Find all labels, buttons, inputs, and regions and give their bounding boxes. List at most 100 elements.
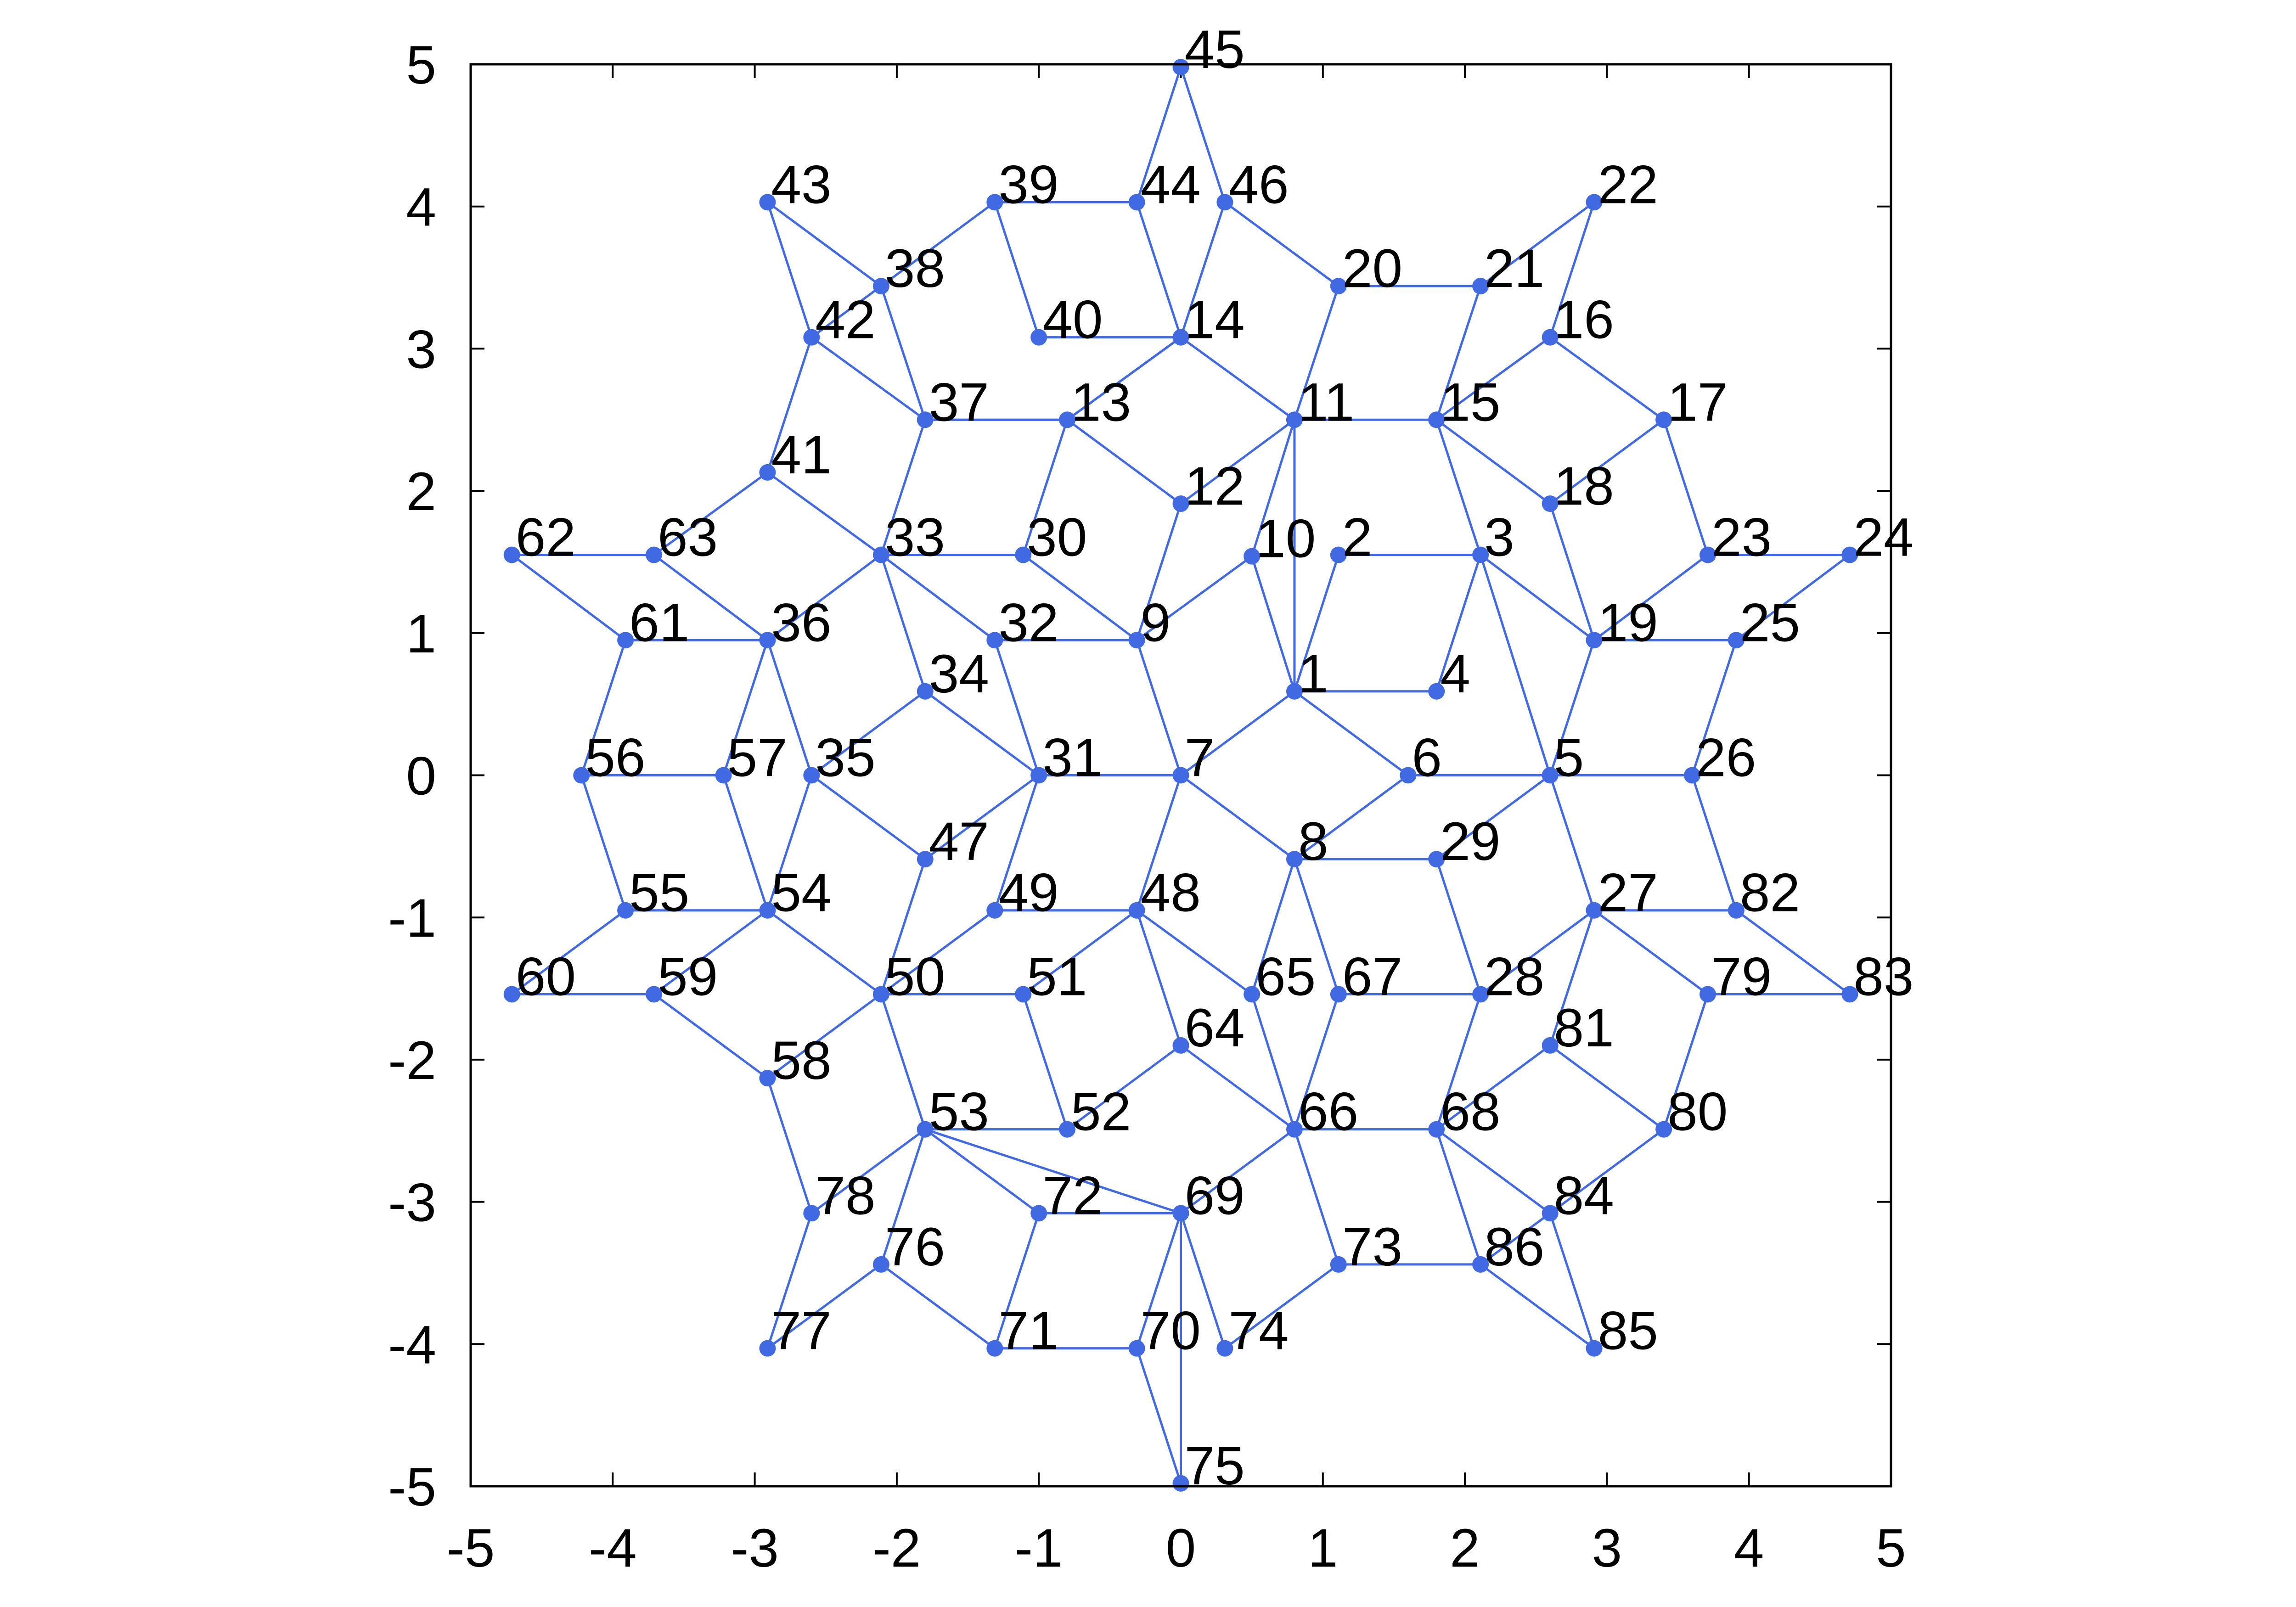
node-label: 59: [658, 946, 718, 1007]
graph-node: [1216, 1340, 1233, 1357]
node-label: 28: [1484, 946, 1544, 1007]
graph-edge: [1294, 774, 1409, 860]
y-tick-label: -4: [388, 1315, 436, 1375]
node-label: 20: [1342, 238, 1402, 299]
graph-edge: [1022, 419, 1069, 556]
graph-node: [1015, 986, 1032, 1003]
graph-node: [803, 1205, 820, 1222]
node-label: 29: [1440, 811, 1500, 872]
graph-edge: [580, 640, 627, 776]
node-label: 37: [929, 372, 989, 433]
node-label: 4: [1440, 644, 1470, 704]
graph-node: [1172, 495, 1189, 512]
graph-edge: [880, 909, 996, 995]
graph-node: [1330, 546, 1347, 563]
graph-edge: [1435, 994, 1482, 1130]
node-label: 18: [1554, 456, 1614, 517]
graph-edge: [880, 994, 927, 1130]
graph-nodes: [503, 59, 1858, 1492]
graph-edge: [1224, 201, 1339, 287]
graph-edge: [1735, 554, 1851, 641]
graph-edge: [993, 775, 1040, 911]
graph-node: [1172, 59, 1189, 76]
node-label: 14: [1185, 290, 1245, 350]
x-tick-label: 4: [1734, 1518, 1764, 1579]
graph-node: [1286, 683, 1303, 700]
node-label: 27: [1598, 863, 1658, 923]
node-label: 30: [1027, 507, 1087, 568]
x-tick-label: 0: [1166, 1518, 1196, 1579]
node-label: 66: [1298, 1082, 1358, 1142]
node-label: 64: [1185, 998, 1245, 1058]
graph-node: [917, 1121, 934, 1138]
graph-edge: [1480, 909, 1595, 995]
graph-edge: [766, 640, 813, 776]
graph-edge: [1435, 1129, 1482, 1265]
graph-node: [1542, 329, 1559, 346]
graph-node: [645, 986, 662, 1003]
node-label: 40: [1042, 290, 1103, 350]
node-label: 10: [1255, 509, 1316, 569]
graph-edge: [993, 1213, 1040, 1349]
node-label: 84: [1554, 1165, 1614, 1226]
graph-node: [1286, 1121, 1303, 1138]
node-label: 86: [1484, 1217, 1544, 1277]
y-tick-label: 4: [406, 177, 436, 238]
x-tick-label: -3: [731, 1518, 779, 1579]
node-label: 68: [1440, 1082, 1500, 1142]
graph-edge: [1435, 286, 1482, 421]
graph-edge: [810, 336, 926, 421]
graph-edge: [1066, 336, 1182, 421]
node-label: 23: [1711, 507, 1772, 568]
node-label: 2: [1342, 507, 1373, 568]
graph-node: [759, 464, 776, 481]
node-label: 6: [1412, 728, 1442, 788]
graph-edge: [722, 775, 769, 911]
graph-node: [1472, 1256, 1489, 1273]
graph-edge: [1180, 419, 1295, 505]
graph-edge: [880, 419, 927, 556]
graph-node: [1542, 1037, 1559, 1054]
graph-edge: [1180, 774, 1295, 860]
node-label: 75: [1185, 1436, 1245, 1496]
graph-node: [759, 1340, 776, 1357]
node-label: 79: [1711, 946, 1772, 1007]
node-label: 83: [1853, 946, 1913, 1007]
graph-node: [1428, 851, 1445, 868]
graph-edge: [766, 337, 813, 473]
graph-edge: [993, 640, 1040, 776]
graph-edge: [1480, 201, 1595, 287]
graph-edge: [766, 909, 882, 995]
graph-edge: [1180, 67, 1226, 203]
graph-node: [1841, 546, 1858, 563]
node-label: 41: [771, 425, 831, 485]
graph-edge: [766, 1078, 813, 1214]
graph-node: [872, 1256, 889, 1273]
graph-edge: [1136, 67, 1182, 203]
graph-edge: [1549, 640, 1595, 776]
y-tick-label: -1: [388, 888, 436, 949]
y-tick-label: 1: [406, 604, 436, 664]
graph-edge: [1136, 202, 1182, 338]
node-label: 9: [1141, 592, 1171, 653]
node-label: 63: [658, 507, 718, 568]
graph-edge: [1480, 554, 1595, 641]
graph-node: [1330, 278, 1347, 295]
graph-edge: [993, 202, 1040, 338]
graph-edge: [1549, 1213, 1595, 1349]
graph-edge: [766, 202, 813, 338]
graph-node: [1286, 411, 1303, 428]
graph-node: [1699, 546, 1716, 563]
y-tick-label: -3: [388, 1173, 436, 1233]
node-label: 16: [1554, 290, 1614, 350]
graph-edge: [1136, 909, 1253, 995]
graph-edge: [1250, 994, 1296, 1130]
x-tick-label: -1: [1015, 1518, 1063, 1579]
graph-node: [1472, 986, 1489, 1003]
graph-node: [1030, 767, 1047, 784]
graph-edge: [1294, 690, 1409, 776]
graph-edge: [1250, 859, 1296, 995]
node-label: 1: [1298, 644, 1328, 704]
graph-node: [1655, 1121, 1672, 1138]
